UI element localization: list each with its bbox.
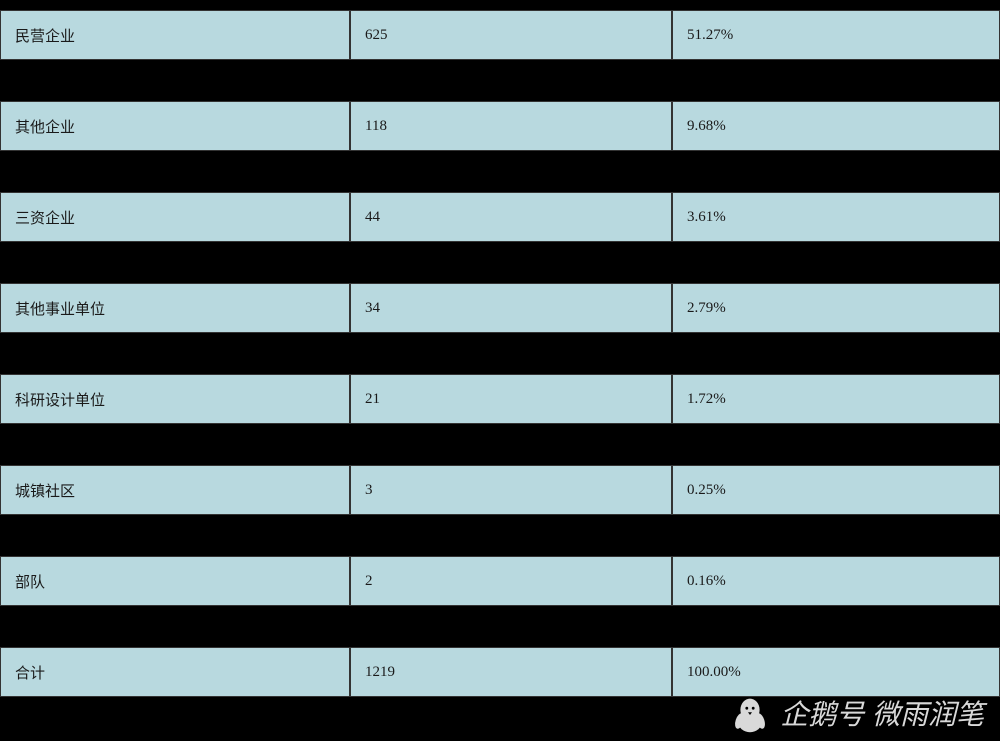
table-row: 其他事业单位 34 2.79% [0,283,1000,333]
cell-category: 其他企业 [0,101,350,151]
cell-category: 部队 [0,556,350,606]
cell-percent: 0.16% [672,556,1000,606]
cell-count: 118 [350,101,672,151]
cell-count: 34 [350,283,672,333]
cell-count: 625 [350,10,672,60]
table-row: 三资企业 44 3.61% [0,192,1000,242]
data-table: 民营企业 625 51.27% 其他企业 118 9.68% 三资企业 44 3… [0,0,1000,697]
cell-count: 3 [350,465,672,515]
cell-count: 44 [350,192,672,242]
table-row: 民营企业 625 51.27% [0,10,1000,60]
cell-percent: 9.68% [672,101,1000,151]
cell-count: 2 [350,556,672,606]
cell-percent: 100.00% [672,647,1000,697]
table-row: 城镇社区 3 0.25% [0,465,1000,515]
table-row: 科研设计单位 21 1.72% [0,374,1000,424]
cell-category: 其他事业单位 [0,283,350,333]
cell-percent: 3.61% [672,192,1000,242]
table-row: 合计 1219 100.00% [0,647,1000,697]
table-row: 部队 2 0.16% [0,556,1000,606]
cell-percent: 2.79% [672,283,1000,333]
table-row: 其他企业 118 9.68% [0,101,1000,151]
watermark-text: 企鹅号 微雨润笔 [780,693,984,733]
penguin-icon [730,693,770,733]
cell-category: 合计 [0,647,350,697]
cell-category: 民营企业 [0,10,350,60]
cell-category: 三资企业 [0,192,350,242]
cell-percent: 1.72% [672,374,1000,424]
cell-count: 1219 [350,647,672,697]
cell-percent: 0.25% [672,465,1000,515]
cell-category: 城镇社区 [0,465,350,515]
cell-percent: 51.27% [672,10,1000,60]
cell-category: 科研设计单位 [0,374,350,424]
cell-count: 21 [350,374,672,424]
watermark: 企鹅号 微雨润笔 [730,693,984,733]
